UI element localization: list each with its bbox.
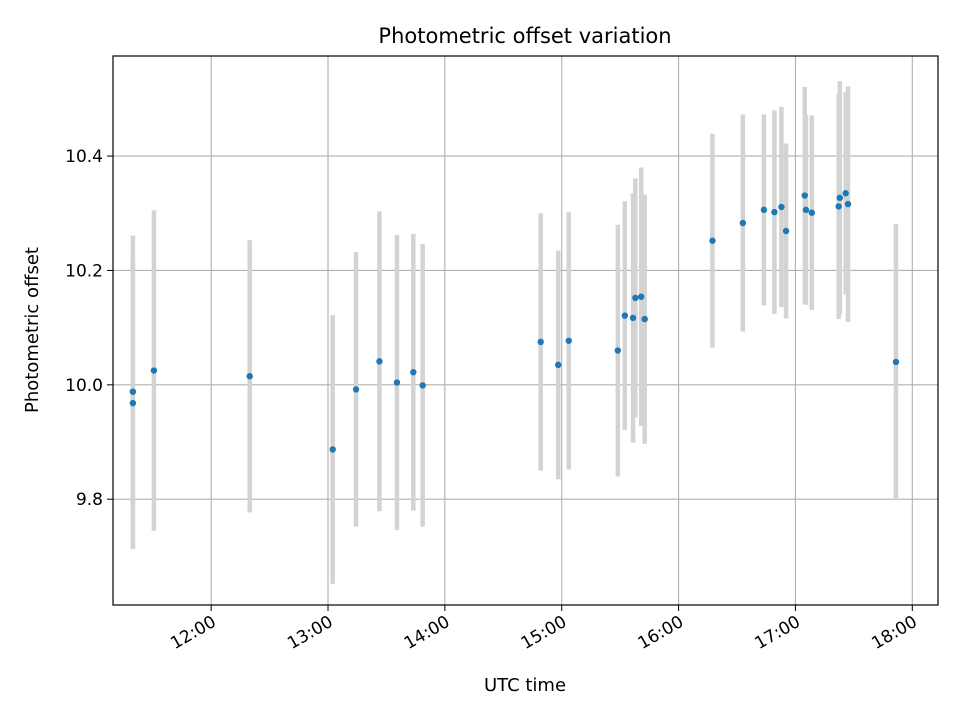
data-point [565, 337, 572, 344]
data-point [778, 203, 785, 211]
y-axis-label: Photometric offset [22, 247, 43, 413]
x-axis-label: UTC time [484, 675, 566, 696]
y-tick-label: 10.0 [65, 376, 103, 396]
data-point [621, 312, 629, 319]
plot-frame [112, 55, 939, 606]
data-point [410, 369, 417, 376]
data-point [129, 388, 137, 395]
data-point [844, 200, 852, 208]
data-point [782, 227, 790, 235]
y-tick-label: 10.4 [65, 147, 103, 167]
y-tick-label: 10.2 [65, 261, 103, 281]
data-point [632, 294, 639, 302]
data-point [629, 314, 637, 322]
data-point [329, 446, 336, 453]
data-point [419, 382, 426, 389]
data-point [352, 386, 360, 393]
data-point [802, 206, 810, 214]
data-point [808, 209, 815, 216]
data-point [892, 358, 900, 366]
data-point [801, 192, 808, 199]
data-point [836, 194, 844, 202]
data-point [842, 190, 849, 197]
data-point [835, 203, 842, 210]
y-axis: 9.8 10.0 10.2 10.4 [65, 147, 113, 510]
chart-title: Photometric offset variation [378, 24, 671, 48]
data-point [129, 399, 137, 407]
data-point [641, 315, 648, 323]
data-point [760, 206, 768, 214]
data-point [376, 358, 383, 365]
data-point [555, 361, 562, 369]
data-point [150, 367, 158, 374]
data-points [129, 190, 900, 453]
grid [113, 56, 938, 605]
y-tick-label: 9.8 [76, 490, 103, 510]
data-point [537, 338, 544, 346]
data-point [393, 379, 401, 386]
data-point [614, 347, 622, 354]
data-point [771, 208, 778, 216]
data-point [637, 293, 645, 300]
data-point [739, 219, 747, 227]
data-point [709, 237, 716, 244]
data-point [246, 373, 253, 380]
